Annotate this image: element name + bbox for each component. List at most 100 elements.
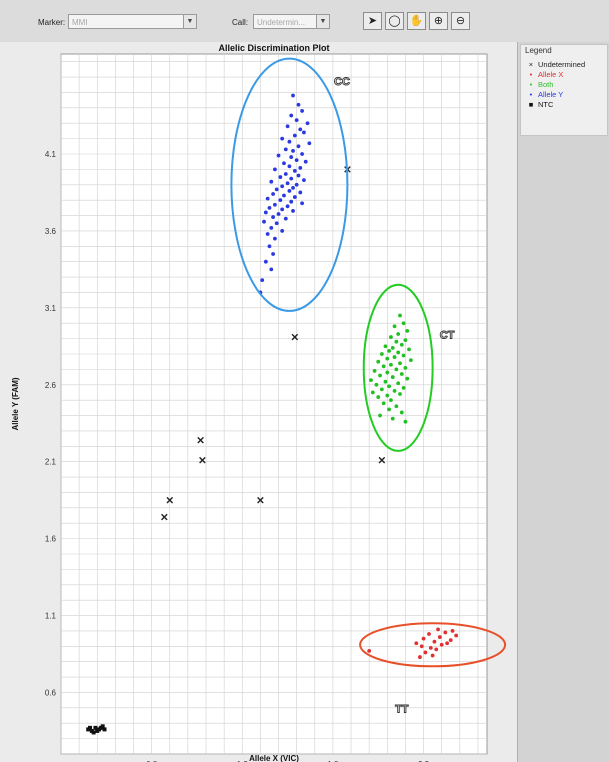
chevron-down-icon: ▼ — [183, 15, 196, 28]
zoom-in-tool-button[interactable]: ⊕ — [429, 12, 448, 30]
data-point — [394, 367, 399, 372]
data-point — [298, 165, 303, 170]
data-point — [436, 627, 440, 632]
data-point — [383, 379, 388, 384]
data-point — [292, 169, 297, 173]
data-point — [294, 158, 299, 163]
data-point — [285, 181, 290, 186]
data-point — [280, 136, 285, 141]
pointer-icon: ➤ — [367, 15, 378, 27]
call-select-value: Undetermin... — [257, 18, 306, 27]
legend-symbol: • — [529, 90, 533, 99]
data-point — [399, 372, 404, 376]
data-point — [401, 385, 406, 390]
data-point — [432, 639, 437, 644]
legend-label: Allele Y — [538, 90, 564, 99]
legend-item: • Both — [526, 80, 554, 89]
y-tick-label: 1.6 — [45, 535, 57, 544]
data-point — [260, 278, 265, 283]
data-point — [298, 127, 303, 132]
data-point — [398, 361, 402, 366]
data-point — [399, 410, 404, 415]
data-point — [271, 252, 275, 256]
data-point — [403, 338, 408, 343]
data-point — [421, 636, 426, 641]
data-point — [273, 167, 277, 172]
data-point — [263, 210, 268, 215]
data-point — [280, 229, 285, 233]
data-point — [273, 202, 277, 207]
data-point — [423, 650, 428, 655]
data-point — [269, 179, 274, 184]
cluster-label: CT — [440, 330, 455, 342]
data-point — [289, 199, 294, 204]
data-point — [434, 647, 439, 652]
data-point — [387, 384, 392, 389]
data-point — [385, 393, 390, 398]
data-point — [285, 124, 290, 129]
data-point — [403, 419, 408, 424]
x-tick-label: 2.3 — [418, 760, 430, 762]
x-tick-label: 0.8 — [146, 760, 158, 762]
legend-label: Allele X — [538, 70, 564, 79]
data-point — [439, 642, 444, 647]
allelic-discrimination-chart[interactable]: 0.8 1.3 1.8 2.3 0.6 1.1 1.6 2.1 2.6 3.1 3.6 4.1 Alle… — [0, 42, 517, 762]
pointer-tool-button[interactable]: ➤ — [363, 12, 382, 30]
pan-tool-button[interactable]: ✋ — [407, 12, 426, 30]
data-point — [267, 205, 272, 210]
legend-item: • Allele X — [526, 70, 564, 79]
data-point — [307, 141, 312, 146]
data-point — [199, 456, 206, 464]
data-point — [289, 113, 294, 118]
x-tick-label: 1.8 — [327, 760, 339, 762]
data-point — [390, 345, 395, 350]
data-point — [396, 332, 401, 336]
data-point — [385, 356, 390, 361]
data-point — [294, 118, 299, 123]
data-point — [278, 198, 283, 203]
data-point — [300, 109, 304, 113]
data-point — [285, 204, 290, 209]
hand-icon: ✋ — [409, 15, 424, 27]
data-point — [276, 153, 281, 158]
data-point — [274, 187, 279, 192]
cluster-ellipse-cc — [230, 57, 349, 312]
data-point — [287, 139, 292, 144]
data-point — [399, 342, 404, 347]
data-point — [292, 195, 297, 199]
legend-panel: Legend × Undetermined • Allele X • Both • Allel… — [517, 42, 609, 762]
lasso-tool-button[interactable]: ◯ — [385, 12, 404, 30]
data-point — [302, 178, 306, 183]
x-axis-label: Allele X (VIC) — [249, 754, 299, 762]
data-point — [437, 635, 442, 639]
data-point — [408, 358, 413, 363]
data-point — [405, 329, 410, 333]
call-select[interactable]: Undetermin... ▼ — [253, 14, 330, 29]
data-point — [398, 313, 402, 318]
zoom-out-tool-button[interactable]: ⊖ — [451, 12, 470, 30]
data-point — [263, 259, 268, 264]
data-point — [271, 215, 275, 219]
zoom-in-icon: ⊕ — [433, 15, 444, 27]
data-point — [283, 216, 288, 221]
data-point — [95, 728, 100, 733]
legend-item: ■ NTC — [526, 100, 554, 109]
data-point — [265, 196, 270, 201]
data-point — [166, 496, 174, 504]
data-point — [291, 185, 295, 190]
data-point — [283, 147, 288, 152]
legend-symbol: ■ — [528, 100, 534, 109]
data-point — [401, 353, 406, 358]
data-point — [280, 184, 285, 189]
legend-symbol: • — [529, 80, 533, 89]
data-point — [381, 364, 386, 369]
data-point — [419, 644, 424, 649]
data-point — [283, 172, 288, 176]
lasso-icon: ◯ — [388, 15, 401, 27]
data-point — [302, 130, 306, 135]
y-tick-label: 4.1 — [45, 150, 57, 159]
data-point — [401, 321, 406, 326]
marker-select[interactable]: MMI ▼ — [68, 14, 197, 29]
data-point — [390, 375, 395, 379]
data-point — [385, 370, 390, 375]
